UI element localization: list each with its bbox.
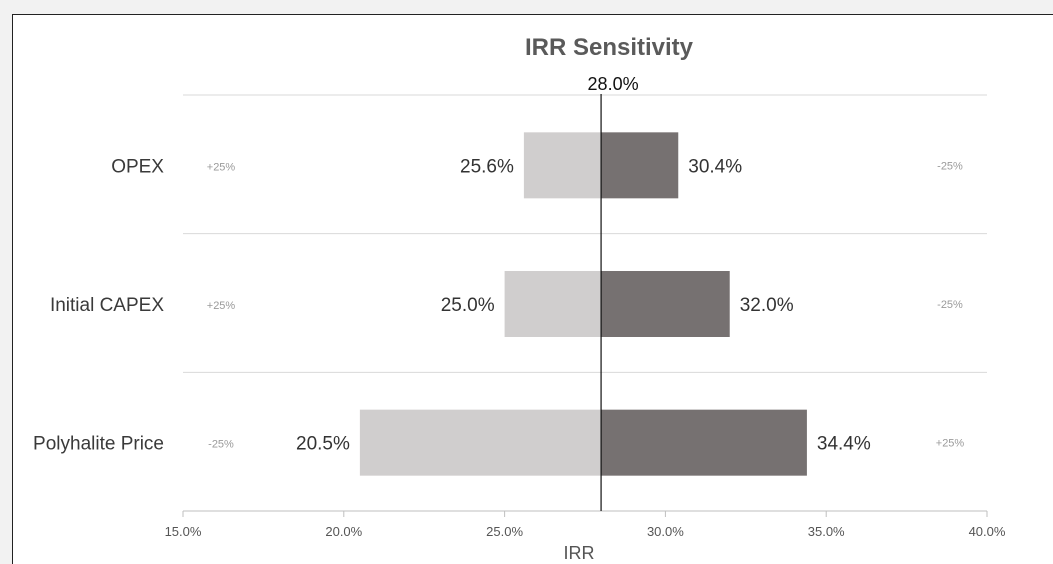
- sensitivity-right-label: +25%: [936, 438, 965, 450]
- chart-title: IRR Sensitivity: [525, 34, 694, 61]
- category-label: Polyhalite Price: [33, 434, 164, 455]
- bars: [359, 132, 807, 476]
- sensitivity-left-label: -25%: [208, 439, 234, 451]
- x-tick-label: 40.0%: [969, 524, 1006, 539]
- sensitivity-right-label: -25%: [937, 160, 963, 172]
- gridlines: [183, 94, 987, 373]
- bar-low: [359, 409, 602, 476]
- x-tick-label: 30.0%: [647, 524, 684, 539]
- category-label: Initial CAPEX: [50, 295, 164, 316]
- tornado-chart: IRR Sensitivity OPEX 25.6% 30.4% +25% -25% In…: [33, 34, 1006, 563]
- bar-low: [504, 271, 602, 337]
- sensitivity-left-label: +25%: [207, 300, 236, 312]
- bar-labels: OPEX 25.6% 30.4% +25% -25% Initial CAPEX 25.0%…: [33, 156, 964, 454]
- x-axis-title: IRR: [564, 543, 595, 563]
- bar-low-label: 20.5%: [296, 434, 350, 455]
- bar-high: [601, 409, 807, 476]
- bar-high: [601, 271, 730, 337]
- category-label: OPEX: [111, 156, 164, 177]
- bar-high: [601, 132, 679, 199]
- x-tick-label: 25.0%: [486, 524, 523, 539]
- bar-high-label: 32.0%: [740, 295, 794, 316]
- base-label: 28.0%: [588, 74, 639, 94]
- sensitivity-right-label: -25%: [937, 299, 963, 311]
- bar-low: [523, 132, 602, 199]
- bar-low-label: 25.6%: [460, 156, 514, 177]
- bar-high-label: 34.4%: [817, 434, 871, 455]
- x-tick-label: 20.0%: [325, 524, 362, 539]
- sensitivity-left-label: +25%: [207, 161, 236, 173]
- chart-frame: IRR Sensitivity OPEX 25.6% 30.4% +25% -25% In…: [12, 14, 1053, 564]
- bar-high-label: 30.4%: [688, 156, 742, 177]
- x-tick-label: 35.0%: [808, 524, 845, 539]
- x-tick-label: 15.0%: [165, 524, 202, 539]
- bar-low-label: 25.0%: [441, 295, 495, 316]
- x-axis: 15.0% 20.0% 25.0% 30.0% 35.0% 40.0%: [165, 510, 1006, 539]
